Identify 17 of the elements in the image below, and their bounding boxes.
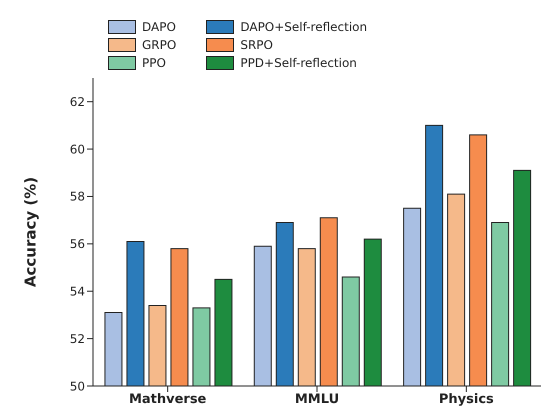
y-tick-label: 52 — [70, 332, 85, 346]
y-tick-label: 54 — [70, 284, 85, 298]
legend-label: GRPO — [142, 38, 176, 52]
legend-label: PPD+Self-reflection — [240, 56, 357, 70]
y-tick-label: 50 — [70, 379, 85, 394]
y-tick-label: 58 — [70, 190, 85, 204]
x-tick-label: Physics — [438, 392, 494, 408]
legend-label: DAPO+Self-reflection — [240, 20, 368, 34]
y-tick-label: 60 — [70, 142, 85, 156]
x-tick-label: MMLU — [294, 392, 340, 408]
legend-label: SRPO — [240, 38, 273, 52]
x-tick-label: Mathverse — [128, 392, 207, 408]
legend-label: DAPO — [142, 20, 176, 34]
y-tick-label: 56 — [70, 237, 85, 252]
y-tick-label: 62 — [70, 94, 85, 109]
legend-label: PPO — [142, 56, 166, 70]
y-axis-title: Accuracy (%) — [21, 176, 40, 288]
